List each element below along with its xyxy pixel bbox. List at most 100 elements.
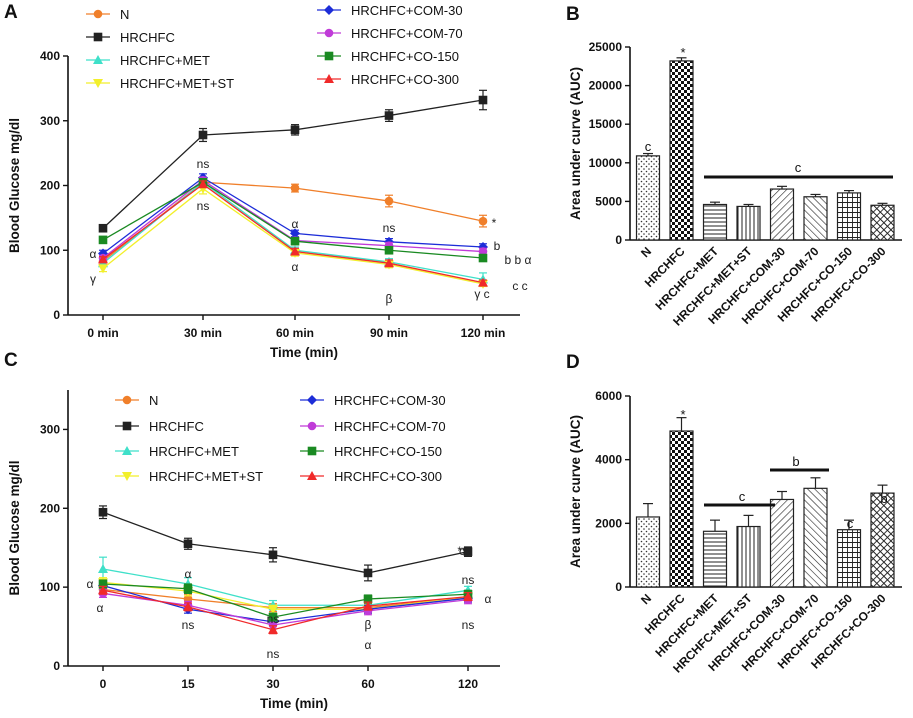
y-tick-label: 0 <box>615 580 622 594</box>
x-axis-title: Time (min) <box>270 345 338 360</box>
y-tick-label: 300 <box>40 114 60 128</box>
bar <box>870 492 895 588</box>
legend: N HRCHFC HRCHFC+MET HRCHFC+MET+ST HRCHFC+COM… <box>115 393 446 484</box>
annotation: α <box>365 638 372 652</box>
y-tick-label: 15000 <box>589 117 623 131</box>
panel-a-line-chart: 0 100 200 300 400 0 min 30 min 60 min 90 min 120 … <box>7 3 532 360</box>
annotation: b b α <box>505 253 532 267</box>
y-axis-title: Area under curve (AUC) <box>568 67 583 220</box>
legend-marker <box>324 51 334 61</box>
legend-item-hrchfc-co-150: HRCHFC+CO-150 <box>300 444 442 459</box>
significance-label: c <box>739 489 746 504</box>
panel-letter-d: D <box>566 352 580 373</box>
panel-letter-a: A <box>4 2 18 23</box>
data-point <box>463 591 473 601</box>
data-point <box>478 95 488 105</box>
data-point <box>363 568 373 578</box>
significance-label: * <box>680 45 685 60</box>
annotation: ns <box>462 573 475 587</box>
data-point <box>183 539 193 549</box>
annotation: ns <box>462 618 475 632</box>
x-tick-label: 120 min <box>461 326 506 340</box>
bar <box>836 192 862 241</box>
data-point <box>183 584 193 594</box>
panel-letter-c: C <box>4 350 18 371</box>
legend-marker <box>122 472 132 481</box>
annotation: α <box>185 567 192 581</box>
series-hrchfc <box>98 505 473 582</box>
bar <box>669 430 694 588</box>
legend-item-n: N <box>86 7 129 22</box>
annotation: α <box>292 217 299 231</box>
legend-item-hrchfc-co-300: HRCHFC+CO-300 <box>317 72 459 87</box>
legend-marker <box>122 395 132 405</box>
y-tick-label: 200 <box>40 179 60 193</box>
legend-marker <box>307 446 317 456</box>
annotation: β <box>365 618 372 632</box>
data-point <box>183 601 193 611</box>
annotation: * <box>492 216 497 230</box>
data-point <box>268 624 278 634</box>
bar <box>702 203 728 241</box>
legend-item-hrchfc-co-150: HRCHFC+CO-150 <box>317 49 459 64</box>
legend-marker <box>93 32 103 42</box>
legend-label: HRCHFC+MET+ST <box>149 469 263 484</box>
legend-marker <box>93 79 103 88</box>
data-point <box>290 228 300 239</box>
legend-item-hrchfc-met: HRCHFC+MET <box>115 444 239 459</box>
annotation: α <box>87 577 94 591</box>
y-tick-label: 100 <box>40 243 60 257</box>
x-tick-label: N <box>638 591 654 607</box>
data-point <box>463 547 473 556</box>
data-point <box>98 564 108 574</box>
x-tick-label: 30 min <box>184 326 222 340</box>
x-tick-label: 30 <box>266 677 280 691</box>
legend-label: HRCHFC+CO-150 <box>351 49 459 64</box>
data-point <box>268 605 278 615</box>
legend-label: HRCHFC+MET <box>149 444 239 459</box>
annotation: ns <box>197 157 210 171</box>
bar <box>702 530 728 588</box>
legend-label: HRCHFC+COM-30 <box>334 393 446 408</box>
legend-marker <box>307 395 317 405</box>
x-tick-label: 0 min <box>87 326 118 340</box>
series-hrchfc-co-300 <box>98 585 473 635</box>
x-tick-label: 15 <box>181 677 195 691</box>
data-point <box>384 258 394 268</box>
x-tick-label: 120 <box>458 677 478 691</box>
bar-n: N <box>635 502 661 607</box>
series-line <box>102 511 469 574</box>
y-tick-label: 2000 <box>595 516 622 530</box>
legend-item-hrchfc-met-st: HRCHFC+MET+ST <box>86 76 234 91</box>
legend-label: HRCHFC+MET <box>120 53 210 68</box>
significance-label: b <box>792 454 799 469</box>
legend-label: HRCHFC <box>149 419 204 434</box>
annotation: c <box>459 544 465 558</box>
x-tick-label: N <box>638 244 654 260</box>
data-point <box>98 223 108 233</box>
series-hrchfc-co-300 <box>98 179 488 287</box>
annotation: b <box>494 239 501 253</box>
data-point <box>478 253 488 263</box>
legend-marker <box>324 5 334 15</box>
significance-label: c <box>795 160 802 175</box>
y-axis-title: Blood Glucose mg/dl <box>7 460 22 595</box>
bar <box>769 498 795 588</box>
data-point <box>384 245 394 255</box>
data-point <box>384 111 394 120</box>
bar <box>669 60 694 241</box>
legend-marker <box>93 55 103 64</box>
legend-marker <box>307 421 317 431</box>
annotation: ns <box>383 221 396 235</box>
legend-label: HRCHFC+CO-300 <box>334 469 442 484</box>
bar <box>635 155 661 241</box>
significance-label: b <box>880 491 887 506</box>
annotation: γ c <box>474 287 489 301</box>
legend-item-n: N <box>115 393 158 408</box>
bar <box>870 204 895 241</box>
annotation: α <box>90 247 97 261</box>
x-axis-title: Time (min) <box>260 696 328 711</box>
legend-item-hrchfc-co-300: HRCHFC+CO-300 <box>300 469 442 484</box>
